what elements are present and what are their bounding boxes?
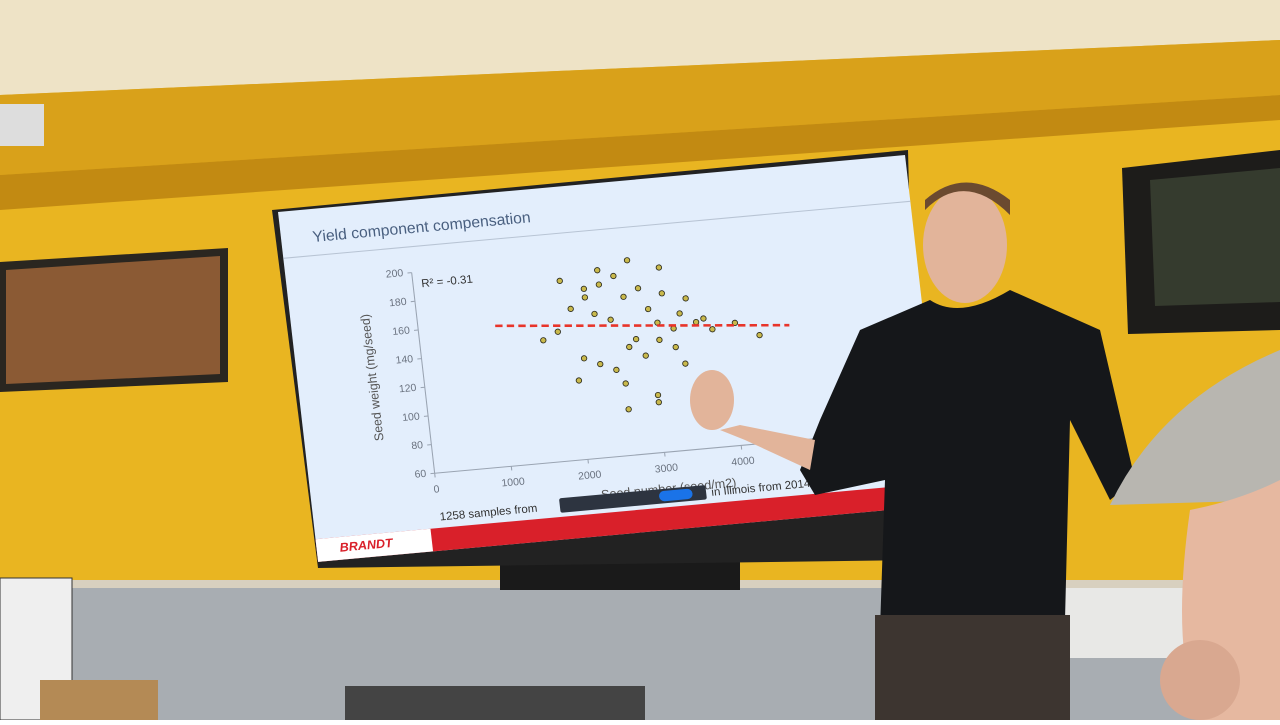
scatter-point <box>626 344 632 350</box>
scatter-point <box>620 294 626 300</box>
scatter-point <box>581 355 587 361</box>
y-tick-label: 160 <box>392 326 411 338</box>
y-tick-label: 200 <box>385 268 404 280</box>
slide: 6080100120140160180200010002000300040005… <box>278 155 945 562</box>
x-tick-label: 4000 <box>731 456 756 469</box>
hand <box>1160 640 1240 720</box>
scatter-point <box>596 282 602 288</box>
scatter-point <box>645 306 651 312</box>
scatter-point <box>582 295 588 301</box>
head <box>923 187 1007 303</box>
scatter-point <box>683 295 689 301</box>
table <box>40 680 158 720</box>
scatter-point <box>608 317 614 323</box>
scatter-point <box>540 337 546 343</box>
scatter-point <box>624 257 630 263</box>
y-tick-label: 100 <box>402 412 421 424</box>
scatter-point <box>626 406 632 412</box>
x-tick-label: 1000 <box>501 477 526 490</box>
scatter-point <box>673 344 679 350</box>
scatter-point <box>557 278 563 284</box>
scatter-point <box>700 316 706 322</box>
y-tick-label: 140 <box>395 354 414 366</box>
scatter-point <box>594 267 600 273</box>
scatter-point <box>659 290 665 296</box>
scatter-point <box>613 367 619 373</box>
y-tick-label: 80 <box>411 440 424 452</box>
scatter-point <box>610 273 616 279</box>
scatter-point <box>581 286 587 292</box>
scatter-point <box>656 337 662 343</box>
scatter-point <box>568 306 574 312</box>
scatter-point <box>757 332 763 338</box>
scatter-point <box>677 311 683 317</box>
monitor <box>345 686 645 720</box>
scatter-point <box>643 353 649 359</box>
scatter-point <box>656 265 662 271</box>
y-tick-label: 60 <box>414 469 427 481</box>
x-tick-label: 3000 <box>654 463 679 476</box>
y-tick-label: 180 <box>389 297 408 309</box>
scatter-point <box>591 311 597 317</box>
vent <box>0 104 44 146</box>
scatter-point <box>635 285 641 291</box>
arena-photo <box>6 256 220 384</box>
x-tick-label: 2000 <box>578 470 603 483</box>
scatter-point <box>623 381 629 387</box>
scatter-point <box>682 361 688 367</box>
scatter-point <box>597 361 603 367</box>
scatter-point <box>709 326 715 332</box>
scatter-point <box>555 329 561 335</box>
stadium-photo <box>1150 168 1280 306</box>
scatter-point <box>656 399 662 405</box>
scatter-point <box>576 378 582 384</box>
scatter-point <box>655 392 661 398</box>
y-tick-label: 120 <box>398 383 417 395</box>
hand <box>690 370 734 430</box>
scatter-point <box>633 336 639 342</box>
pants <box>875 615 1070 720</box>
